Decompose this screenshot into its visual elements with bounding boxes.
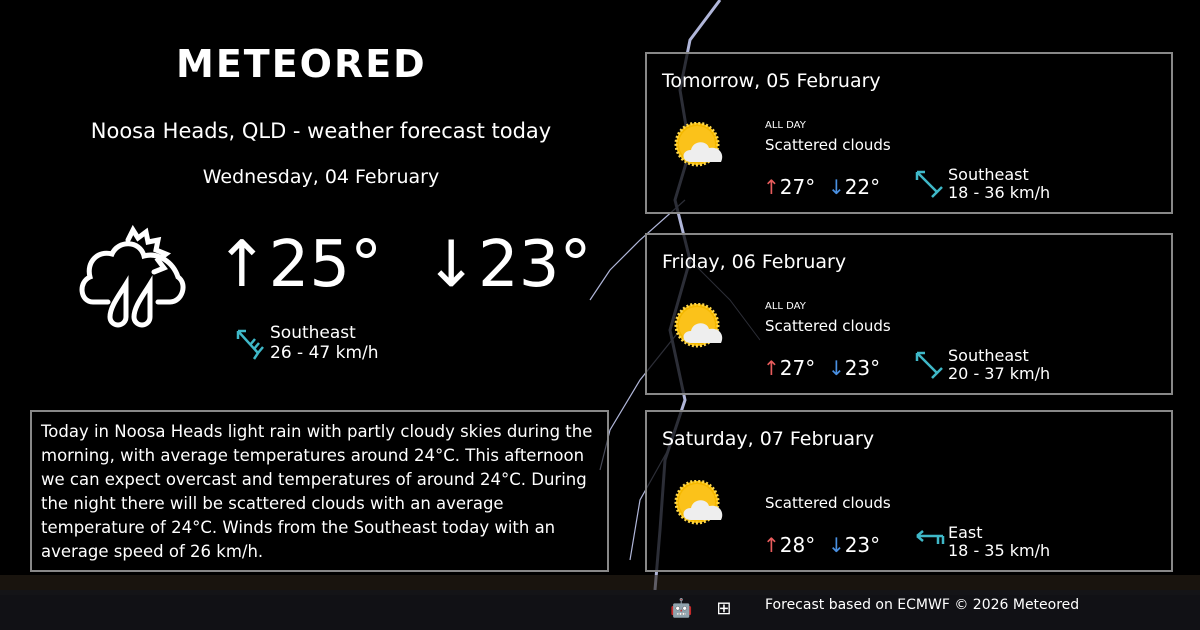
current-date: Wednesday, 04 February (202, 166, 440, 188)
forecast-wind: Southeast 20 - 37 km/h (948, 346, 1051, 383)
forecast-period: ALL DAY (765, 301, 806, 312)
today-wind: Southeast 26 - 47 km/h (236, 323, 379, 368)
footer: 🤖 ⊞ Forecast based on ECMWF © 2026 Meteo… (0, 590, 1200, 630)
forecast-summary: Today in Noosa Heads light rain with par… (30, 410, 609, 572)
forecast-wind: Southeast 18 - 36 km/h (948, 165, 1051, 202)
forecast-day[interactable]: Tomorrow, 05 February ALL DAY Scattered … (645, 52, 1173, 214)
today-max-temp: ↑25° (215, 228, 383, 302)
forecast-period: ALL DAY (765, 120, 806, 131)
today-temperatures: ↑25° ↓23° (215, 228, 613, 302)
forecast-temps: ↑27° ↓23° (763, 356, 881, 380)
forecast-temps: ↑28° ↓23° (763, 533, 881, 557)
wind-direction-icon (915, 170, 943, 198)
footer-credit: Forecast based on ECMWF © 2026 Meteored (765, 597, 1080, 613)
forecast-temps: ↑27° ↓22° (763, 175, 881, 199)
meteored-logo[interactable]: METEORED (176, 42, 427, 86)
sun-cloud-icon (674, 480, 723, 525)
forecast-wind: East 18 - 35 km/h (948, 523, 1051, 560)
sun-cloud-icon (674, 122, 723, 167)
forecast-condition: Scattered clouds (765, 317, 891, 335)
wind-southeast-icon (236, 329, 264, 360)
wind-direction-icon (916, 530, 945, 544)
sun-cloud-icon (674, 303, 723, 348)
forecast-condition: Scattered clouds (765, 494, 891, 512)
today-min-temp: ↓23° (424, 228, 592, 302)
windows-icon[interactable]: ⊞ (716, 598, 732, 619)
forecast-date: Tomorrow, 05 February (662, 70, 881, 92)
wind-direction-icon (915, 351, 943, 379)
forecast-day[interactable]: Friday, 06 February ALL DAY Scattered cl… (645, 233, 1173, 395)
android-icon[interactable]: 🤖 (670, 598, 693, 619)
forecast-date: Friday, 06 February (662, 251, 847, 273)
forecast-condition: Scattered clouds (765, 136, 891, 154)
page-title: Noosa Heads, QLD - weather forecast toda… (90, 119, 552, 143)
forecast-date: Saturday, 07 February (662, 428, 875, 450)
forecast-day[interactable]: Saturday, 07 February Scattered clouds ↑… (645, 410, 1173, 572)
rain-partly-cloudy-icon (79, 224, 186, 328)
